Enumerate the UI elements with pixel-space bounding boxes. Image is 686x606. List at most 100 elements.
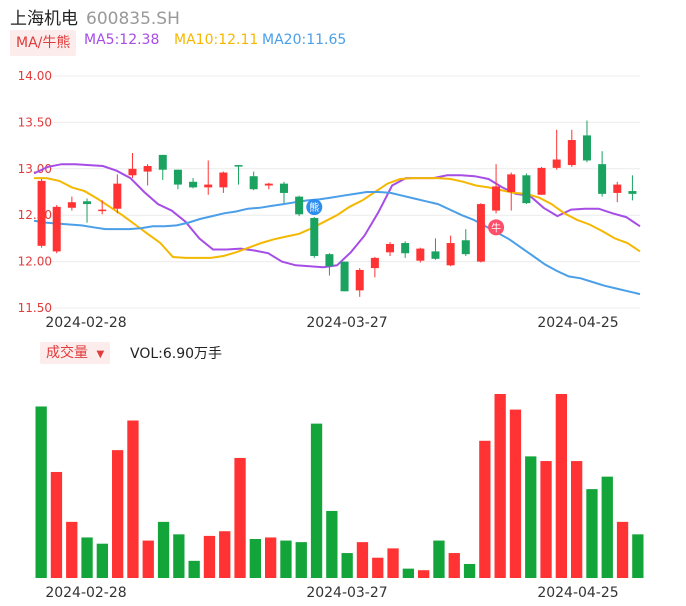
- candle-body: [552, 159, 561, 168]
- marker-label: 熊: [309, 201, 319, 214]
- candle: [310, 217, 319, 258]
- candle: [98, 200, 107, 215]
- ma-line-ma20: [33, 191, 641, 296]
- candle: [264, 182, 273, 190]
- candle: [522, 173, 531, 205]
- candle: [507, 172, 516, 211]
- price-x-axis: 2024-02-28 2024-03-27 2024-04-25: [45, 315, 618, 331]
- candle-body: [234, 165, 243, 167]
- candle-body: [52, 206, 61, 252]
- volume-bar: [203, 535, 216, 578]
- candle: [67, 196, 76, 211]
- candle-body: [522, 175, 531, 204]
- volume-bar: [555, 394, 567, 578]
- candle: [401, 241, 410, 258]
- volume-bar: [219, 531, 231, 578]
- candle-body: [567, 140, 576, 166]
- volume-bar: [81, 537, 93, 578]
- volume-bar: [601, 476, 613, 578]
- marker-label: 牛: [491, 221, 501, 234]
- volume-bar: [35, 406, 47, 578]
- candle-body: [461, 240, 470, 255]
- ma-toggle-badge[interactable]: MA/牛熊: [10, 30, 77, 56]
- candle-body: [537, 167, 546, 195]
- stock-name: 上海机电: [10, 9, 78, 29]
- ma5-legend: MA5:12.38: [84, 32, 160, 48]
- candle: [325, 253, 334, 276]
- candle: [628, 175, 637, 201]
- volume-bar: [448, 553, 460, 578]
- marker-dot: [306, 199, 323, 216]
- candle: [567, 129, 576, 167]
- candle-body: [98, 209, 107, 212]
- markers: 熊牛: [306, 199, 505, 236]
- volume-bar: [616, 521, 629, 578]
- volume-bar: [249, 539, 261, 578]
- candle-body: [628, 191, 637, 194]
- y-tick-label: 13.50: [18, 115, 52, 129]
- volume-bar: [265, 537, 277, 578]
- volume-bar: [479, 440, 491, 578]
- volume-bar: [66, 521, 78, 578]
- ma20-legend: MA20:11.65: [262, 32, 347, 48]
- candle: [128, 153, 137, 179]
- candle-body: [355, 269, 364, 291]
- y-tick-label: 12.00: [18, 255, 52, 269]
- candle: [249, 171, 258, 191]
- candle-body: [37, 180, 46, 246]
- candles: [37, 120, 637, 297]
- candle-body: [67, 202, 76, 208]
- marker-dot: [488, 219, 505, 236]
- candle-body: [279, 183, 288, 193]
- candle-body: [264, 183, 273, 186]
- volume-bar: [142, 540, 154, 578]
- candle-body: [158, 154, 167, 170]
- volume-bar: [433, 540, 445, 578]
- candle-body: [401, 243, 410, 254]
- volume-indicator-badge[interactable]: 成交量 ▼: [40, 342, 111, 364]
- ma-line-ma5: [33, 163, 641, 269]
- volume-bar: [418, 570, 430, 578]
- x-tick-label: 2024-02-28: [45, 315, 126, 331]
- candle-body: [476, 204, 485, 262]
- candle-body: [431, 251, 440, 259]
- candle: [234, 165, 243, 185]
- volume-bar: [372, 557, 384, 578]
- candle: [461, 229, 470, 257]
- candle-body: [189, 181, 198, 188]
- candle: [143, 164, 152, 186]
- candle-body: [113, 183, 122, 209]
- candle: [476, 203, 485, 263]
- candle-body: [128, 168, 137, 176]
- candle-body: [492, 186, 501, 211]
- volume-bar: [96, 543, 108, 578]
- volume-bar: [310, 423, 323, 578]
- volume-bar: [402, 568, 414, 578]
- volume-bar: [632, 534, 644, 578]
- volume-x-axis: 2024-02-28 2024-03-27 2024-04-25: [45, 585, 618, 601]
- candle: [416, 247, 425, 263]
- x-tick-label: 2024-03-27: [306, 315, 387, 331]
- candle: [598, 151, 607, 197]
- candle-body: [325, 254, 334, 267]
- candle-body: [416, 248, 425, 261]
- ma-line-ma10: [34, 177, 641, 259]
- candle-body: [370, 257, 379, 269]
- volume-bars: [35, 394, 644, 578]
- x-tick-label: 2024-04-25: [537, 315, 618, 331]
- volume-bar: [586, 489, 598, 578]
- candle-body: [582, 135, 591, 161]
- volume-bar: [50, 471, 63, 578]
- candle-body: [310, 217, 319, 257]
- candle: [370, 256, 379, 278]
- candle: [386, 242, 395, 257]
- candle-body: [219, 172, 228, 188]
- candle: [355, 268, 364, 297]
- candle-body: [446, 243, 455, 266]
- candle: [279, 181, 288, 204]
- candle: [173, 169, 182, 190]
- volume-bar: [157, 521, 170, 578]
- candle-body: [204, 184, 213, 188]
